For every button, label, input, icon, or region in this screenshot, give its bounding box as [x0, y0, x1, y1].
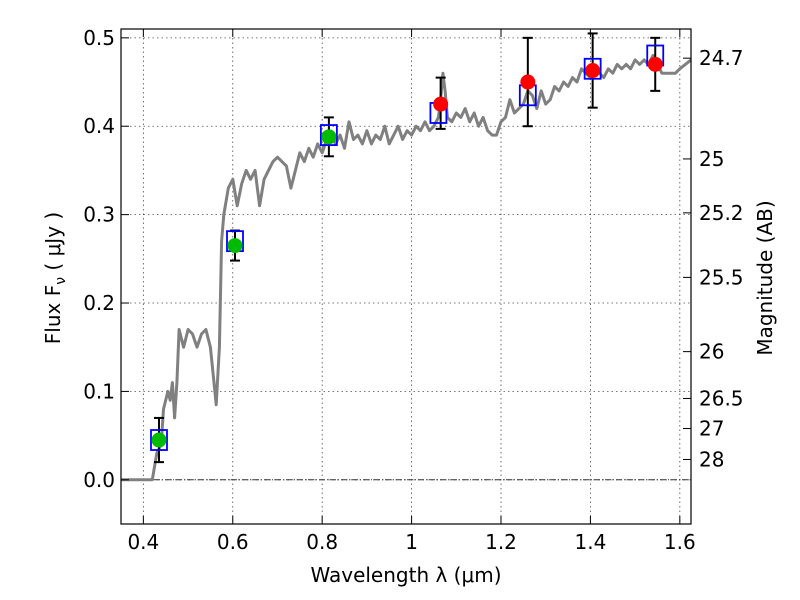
x-tick-label-1: 0.6 [217, 530, 249, 554]
y2-tick-label-0: 24.7 [699, 46, 744, 70]
y2-tick-label-1: 25 [699, 147, 724, 171]
y-tick-label-4: 0.4 [83, 114, 115, 138]
data-point-layer [151, 56, 663, 448]
y2-tick-label-6: 27 [699, 417, 724, 441]
data-point-5 [585, 63, 601, 79]
model-box-2 [319, 124, 338, 146]
y-axis-label-sub: ν [53, 277, 69, 285]
data-point-6 [647, 56, 663, 72]
y2-tick-labels: 24.7 25 25.2 25.5 26 26.5 27 28 [699, 46, 744, 471]
model-box-0 [150, 429, 168, 451]
data-point-1 [227, 238, 243, 254]
y-axis-label-unit: ( μJy ) [41, 212, 65, 277]
data-point-0 [151, 432, 167, 448]
x-tick-labels: 0.4 0.6 0.8 1 1.2 1.4 1.6 [127, 530, 695, 554]
plot-frame [120, 28, 692, 525]
data-point-4 [520, 74, 536, 90]
y2-tick-label-4: 26 [699, 340, 724, 364]
tick-layer [121, 29, 691, 524]
x-tick-label-4: 1.2 [485, 530, 517, 554]
data-point-2 [321, 129, 337, 145]
y-tick-label-1: 0.1 [83, 379, 115, 403]
y-tick-labels: 0.0 0.1 0.2 0.3 0.4 0.5 [83, 26, 115, 492]
y-tick-label-3: 0.3 [83, 203, 115, 227]
y-tick-label-2: 0.2 [83, 291, 115, 315]
data-point-3 [433, 96, 449, 112]
x-tick-label-5: 1.4 [575, 530, 607, 554]
x-tick-label-3: 1 [405, 530, 418, 554]
x-tick-label-2: 0.8 [306, 530, 338, 554]
y2-tick-label-3: 25.5 [699, 265, 744, 289]
y-tick-label-0: 0.0 [83, 468, 115, 492]
y2-tick-label-5: 26.5 [699, 386, 744, 410]
y-tick-label-5: 0.5 [83, 26, 115, 50]
x-tick-label-0: 0.4 [127, 530, 159, 554]
y-axis-label: Flux Fν ( μJy ) [41, 212, 69, 344]
y2-tick-label-7: 28 [699, 447, 724, 471]
x-tick-label-6: 1.6 [664, 530, 696, 554]
x-axis-label: Wavelength λ (μm) [310, 563, 501, 587]
y2-tick-label-2: 25.2 [699, 201, 744, 225]
model-box-5 [583, 57, 602, 80]
y2-axis-label: Magnitude (AB) [753, 200, 777, 355]
y-axis-label-main: Flux F [41, 285, 65, 344]
